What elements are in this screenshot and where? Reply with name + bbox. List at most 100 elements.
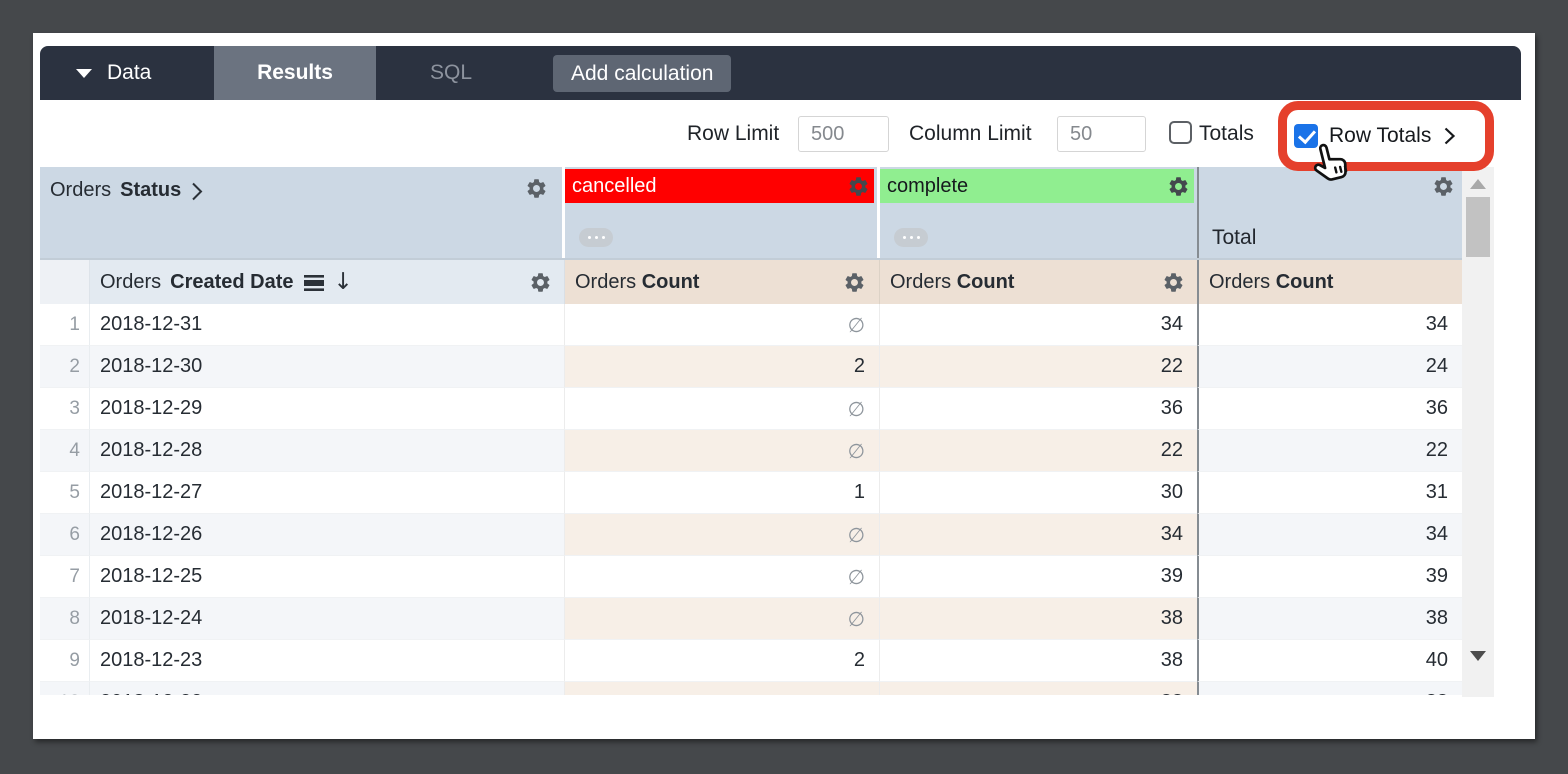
cancelled-count-cell[interactable]: ∅ [565,388,880,430]
complete-count-cell[interactable]: 36 [880,388,1197,430]
pivot-value-complete-bar: complete [880,169,1194,203]
total-count-cell[interactable]: 31 [1197,472,1462,514]
gear-icon[interactable] [1432,175,1455,198]
cancelled-count-cell[interactable]: ∅ [565,430,880,472]
measure-prefix: Orders [890,270,952,293]
column-limit-label: Column Limit [909,122,1032,145]
row-totals-checkbox[interactable] [1294,124,1318,148]
row-number: 8 [40,598,90,640]
row-number: 10 [40,682,90,695]
complete-count-cell[interactable]: 38 [880,640,1197,682]
measure-header-total[interactable]: Orders Count [1197,260,1462,304]
tab-sql[interactable]: SQL [429,61,473,84]
cancelled-count-cell[interactable]: 2 [565,346,880,388]
total-count-cell[interactable]: 36 [1197,388,1462,430]
cancelled-count-cell[interactable]: 2 [565,640,880,682]
gear-icon[interactable] [847,175,870,198]
measure-header-complete[interactable]: Orders Count [880,260,1197,304]
date-cell[interactable]: 2018-12-29 [90,388,565,430]
tab-bar: Data Results SQL Add calculation [40,46,1521,100]
complete-count-cell[interactable]: 34 [880,514,1197,556]
row-number: 9 [40,640,90,682]
cancelled-count-cell[interactable]: ∅ [565,556,880,598]
date-cell[interactable]: 2018-12-27 [90,472,565,514]
date-cell[interactable]: 2018-12-25 [90,556,565,598]
pivot-value-cancelled[interactable]: cancelled [565,167,880,258]
total-count-cell[interactable]: 40 [1197,640,1462,682]
hand-cursor-icon [1309,137,1357,198]
sort-descending-icon: ↓ [333,269,353,295]
measure-header-row: Orders Created Date ↓ Orders Count [40,258,1462,304]
dimension-header[interactable]: Orders Created Date ↓ [90,260,565,304]
chevron-right-icon [1445,127,1456,145]
table-row: 9 2018-12-23 2 38 40 [40,640,1462,682]
cancelled-count-cell[interactable]: ∅ [565,598,880,640]
scroll-up-icon[interactable] [1470,179,1486,189]
total-count-cell[interactable]: 24 [1197,346,1462,388]
date-cell[interactable]: 2018-12-30 [90,346,565,388]
complete-count-cell[interactable]: 38 [880,598,1197,640]
table-row: 7 2018-12-25 ∅ 39 39 [40,556,1462,598]
measure-prefix: Orders [1209,270,1271,293]
pivot-total-header[interactable]: Total [1197,167,1462,258]
row-totals-label[interactable]: Row Totals [1329,124,1432,147]
row-limit-label: Row Limit [687,122,780,145]
gear-icon[interactable] [843,271,866,294]
cancelled-count-cell[interactable]: ∅ [565,514,880,556]
total-count-cell[interactable]: 34 [1197,514,1462,556]
total-count-cell[interactable]: 39 [1197,556,1462,598]
gear-icon[interactable] [525,177,548,200]
gear-icon[interactable] [1162,271,1185,294]
data-section-toggle[interactable]: Data [40,46,214,100]
complete-count-cell[interactable]: 30 [880,472,1197,514]
cancelled-count-cell[interactable]: ∅ [565,682,880,695]
total-count-cell[interactable]: 22 [1197,430,1462,472]
complete-count-cell[interactable]: 39 [880,556,1197,598]
pivot-field-header[interactable]: Orders Status [40,167,565,258]
row-number: 3 [40,388,90,430]
row-number-header [40,260,90,304]
totals-checkbox[interactable] [1169,121,1192,144]
measure-header-cancelled[interactable]: Orders Count [565,260,880,304]
scrollbar-thumb[interactable] [1466,197,1490,257]
total-count-cell[interactable]: 34 [1197,304,1462,346]
pivot-value-complete[interactable]: complete [880,167,1197,258]
results-table: Orders Status cancelled complete [40,167,1462,695]
ellipsis-menu-button[interactable] [579,228,613,247]
cancelled-count-cell[interactable]: 1 [565,472,880,514]
gear-icon[interactable] [529,271,552,294]
ellipsis-menu-button[interactable] [894,228,928,247]
scroll-down-icon[interactable] [1470,651,1486,661]
table-row: 4 2018-12-28 ∅ 22 22 [40,430,1462,472]
complete-count-cell[interactable]: 22 [880,346,1197,388]
gear-icon[interactable] [1167,175,1190,198]
complete-count-cell[interactable]: 38 [880,682,1197,695]
table-row: 10 2018-12-22 ∅ 38 38 [40,682,1462,695]
total-count-cell[interactable]: 38 [1197,598,1462,640]
caret-down-icon [76,68,92,78]
total-count-cell[interactable]: 38 [1197,682,1462,695]
cancelled-count-cell[interactable]: ∅ [565,304,880,346]
date-cell[interactable]: 2018-12-28 [90,430,565,472]
complete-count-cell[interactable]: 34 [880,304,1197,346]
totals-label: Totals [1199,122,1254,145]
measure-prefix: Orders [575,270,637,293]
add-calculation-button[interactable]: Add calculation [553,55,732,92]
row-number: 1 [40,304,90,346]
table-row: 2 2018-12-30 2 22 24 [40,346,1462,388]
vertical-scrollbar[interactable] [1462,167,1494,697]
total-label: Total [1212,226,1257,249]
date-cell[interactable]: 2018-12-24 [90,598,565,640]
column-limit-input[interactable] [1057,116,1146,152]
date-cell[interactable]: 2018-12-26 [90,514,565,556]
date-cell[interactable]: 2018-12-23 [90,640,565,682]
tab-results[interactable]: Results [214,46,376,100]
complete-count-cell[interactable]: 22 [880,430,1197,472]
field-group-icon [303,274,324,291]
row-limit-input[interactable] [798,116,889,152]
date-cell[interactable]: 2018-12-31 [90,304,565,346]
row-totals-annotation-box: Row Totals [1278,101,1494,171]
date-cell[interactable]: 2018-12-22 [90,682,565,695]
measure-name: Count [1275,270,1334,293]
